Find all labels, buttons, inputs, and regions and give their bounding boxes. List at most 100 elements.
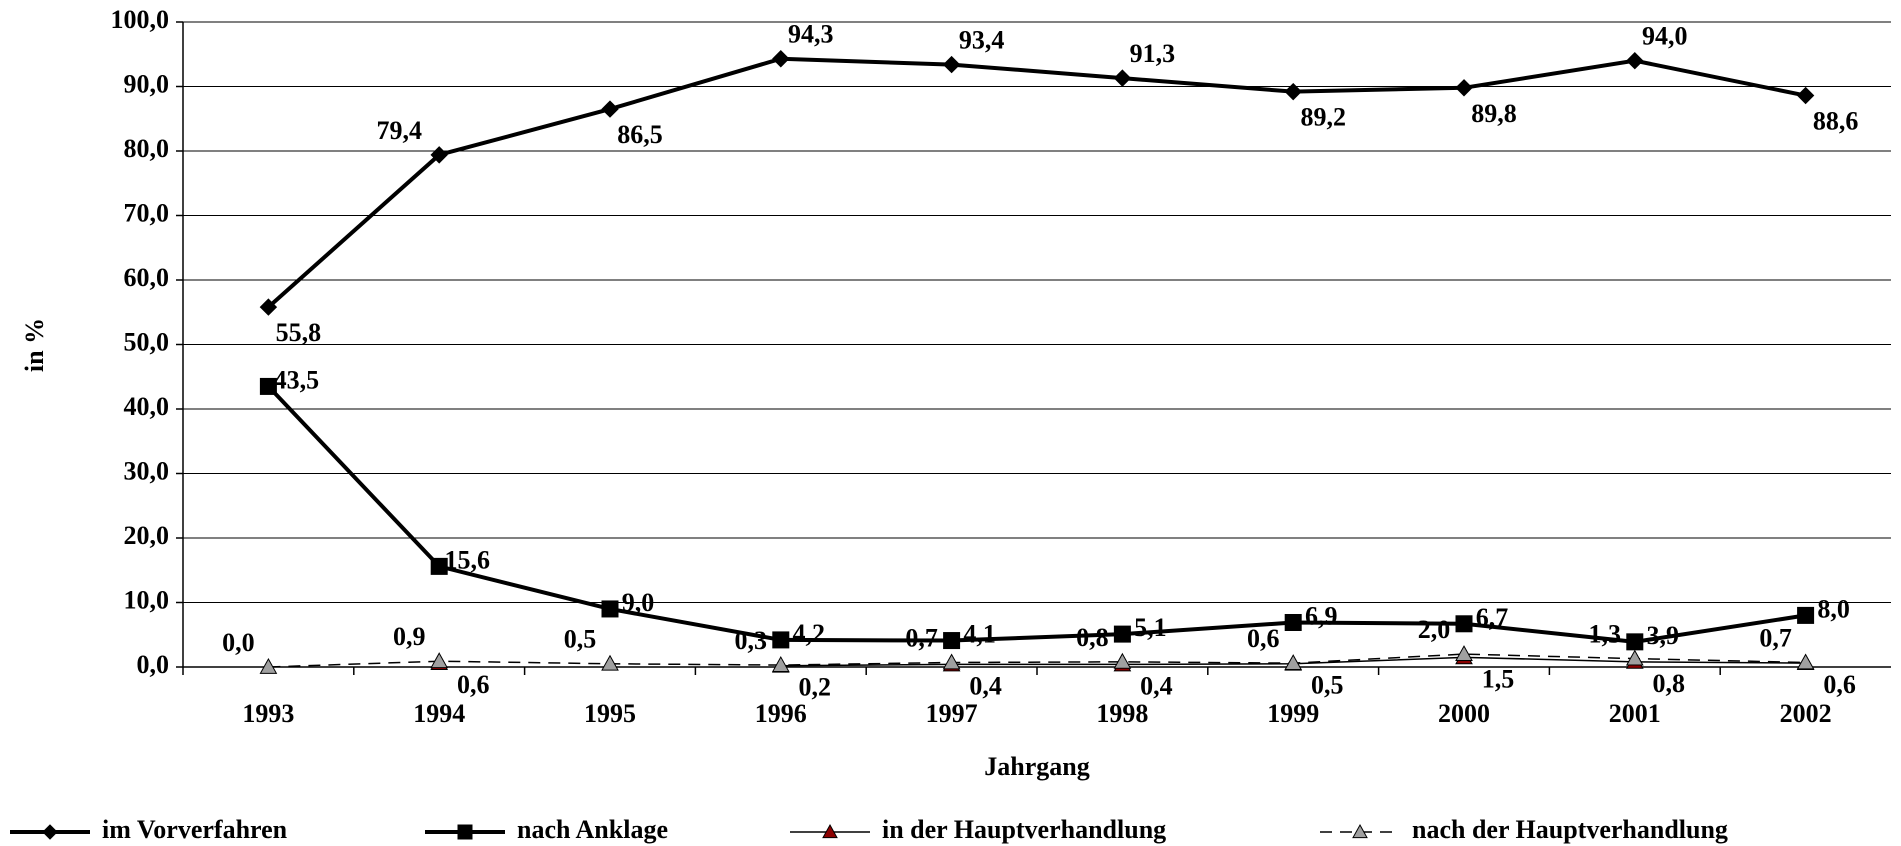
y-tick-label: 10,0 bbox=[124, 585, 170, 614]
data-label: 93,4 bbox=[959, 26, 1005, 55]
x-tick-label: 1994 bbox=[413, 699, 465, 728]
y-tick-label: 80,0 bbox=[124, 134, 170, 163]
data-point bbox=[1284, 613, 1302, 631]
data-label: 6,7 bbox=[1476, 603, 1509, 632]
data-point bbox=[771, 656, 790, 672]
data-label: 89,2 bbox=[1300, 103, 1346, 132]
data-point bbox=[942, 653, 961, 670]
data-point bbox=[1284, 654, 1303, 671]
data-label: 0,2 bbox=[799, 673, 832, 702]
data-label: 0,0 bbox=[222, 628, 255, 657]
data-label: 0,6 bbox=[1823, 670, 1856, 699]
legend-marker bbox=[1352, 823, 1368, 839]
series-line bbox=[267, 56, 1806, 309]
data-label: 0,6 bbox=[1247, 624, 1280, 653]
y-tick-label: 20,0 bbox=[124, 521, 170, 550]
data-label: 91,3 bbox=[1130, 39, 1176, 68]
data-label: 0,6 bbox=[457, 670, 490, 699]
data-point bbox=[601, 600, 619, 618]
data-label: 0,5 bbox=[564, 625, 597, 654]
x-tick-label: 2000 bbox=[1438, 699, 1490, 728]
data-point bbox=[772, 50, 790, 68]
y-tick-label: 40,0 bbox=[124, 392, 170, 421]
data-label: 89,8 bbox=[1471, 99, 1517, 128]
data-point bbox=[1113, 69, 1132, 87]
data-label: 3,9 bbox=[1647, 621, 1680, 650]
data-label: 0,7 bbox=[905, 623, 938, 652]
data-label: 2,0 bbox=[1418, 615, 1451, 644]
y-tick-label: 50,0 bbox=[124, 327, 170, 356]
data-point bbox=[1284, 82, 1302, 101]
data-point bbox=[601, 100, 619, 118]
y-tick-label: 100,0 bbox=[111, 5, 170, 34]
data-point bbox=[601, 654, 619, 671]
data-point bbox=[772, 631, 790, 649]
data-point bbox=[1796, 653, 1815, 670]
series-line bbox=[266, 385, 1806, 644]
data-point bbox=[1625, 649, 1644, 666]
data-label: 55,8 bbox=[276, 318, 322, 347]
data-label: 4,1 bbox=[963, 620, 996, 649]
data-point bbox=[1796, 86, 1815, 105]
data-point bbox=[1113, 625, 1131, 643]
data-label: 0,7 bbox=[1759, 623, 1792, 652]
x-tick-label: 1997 bbox=[926, 699, 978, 728]
data-label: 15,6 bbox=[444, 545, 490, 574]
data-point bbox=[942, 55, 961, 74]
x-tick-label: 1993 bbox=[242, 699, 294, 728]
y-tick-label: 0,0 bbox=[137, 650, 170, 679]
data-label: 88,6 bbox=[1813, 106, 1859, 135]
legend-label: nach Anklage bbox=[517, 815, 668, 844]
legend-marker bbox=[457, 824, 473, 840]
data-label: 43,5 bbox=[274, 365, 320, 394]
data-label: 0,3 bbox=[735, 626, 768, 655]
data-point bbox=[1113, 652, 1132, 669]
x-tick-label: 2001 bbox=[1609, 699, 1661, 728]
y-axis-title: in % bbox=[20, 318, 49, 372]
x-tick-label: 1995 bbox=[584, 699, 636, 728]
x-axis-title: Jahrgang bbox=[984, 752, 1089, 781]
data-point bbox=[1626, 51, 1644, 70]
legend-marker bbox=[42, 824, 58, 840]
legend-label: im Vorverfahren bbox=[102, 815, 288, 844]
x-tick-label: 2002 bbox=[1780, 699, 1832, 728]
data-point bbox=[1455, 645, 1473, 661]
x-tick-label: 1998 bbox=[1096, 699, 1148, 728]
series-line bbox=[268, 653, 1806, 668]
data-point bbox=[430, 557, 448, 575]
data-label: 94,3 bbox=[788, 20, 834, 49]
data-label: 0,8 bbox=[1653, 669, 1686, 698]
x-tick-label: 1999 bbox=[1267, 699, 1319, 728]
data-label: 5,1 bbox=[1134, 613, 1167, 642]
data-point bbox=[259, 298, 278, 316]
y-tick-label: 90,0 bbox=[124, 69, 170, 98]
y-tick-label: 70,0 bbox=[124, 198, 170, 227]
data-label: 9,0 bbox=[622, 588, 655, 617]
data-label: 4,2 bbox=[793, 619, 826, 648]
legend-marker bbox=[822, 823, 838, 839]
data-point bbox=[943, 632, 961, 650]
data-label: 86,5 bbox=[617, 120, 663, 149]
data-label: 0,9 bbox=[393, 622, 426, 651]
legend-label: in der Hauptverhandlung bbox=[882, 815, 1166, 844]
data-point bbox=[1455, 615, 1473, 633]
data-label: 1,5 bbox=[1482, 664, 1515, 693]
data-label: 94,0 bbox=[1642, 22, 1688, 51]
y-tick-label: 60,0 bbox=[124, 263, 170, 292]
data-label: 8,0 bbox=[1817, 594, 1850, 623]
data-point bbox=[259, 377, 277, 395]
data-point bbox=[259, 657, 278, 674]
data-label: 79,4 bbox=[376, 116, 422, 145]
y-tick-label: 30,0 bbox=[124, 456, 170, 485]
data-point bbox=[1455, 79, 1473, 97]
legend-label: nach der Hauptverhandlung bbox=[1412, 815, 1728, 844]
data-point bbox=[1626, 633, 1644, 651]
data-label: 0,5 bbox=[1311, 671, 1344, 700]
data-point bbox=[430, 652, 449, 669]
data-label: 0,4 bbox=[1140, 671, 1173, 700]
data-label: 6,9 bbox=[1305, 601, 1338, 630]
data-point bbox=[1797, 606, 1815, 624]
x-tick-label: 1996 bbox=[755, 699, 807, 728]
data-label: 0,4 bbox=[969, 671, 1002, 700]
